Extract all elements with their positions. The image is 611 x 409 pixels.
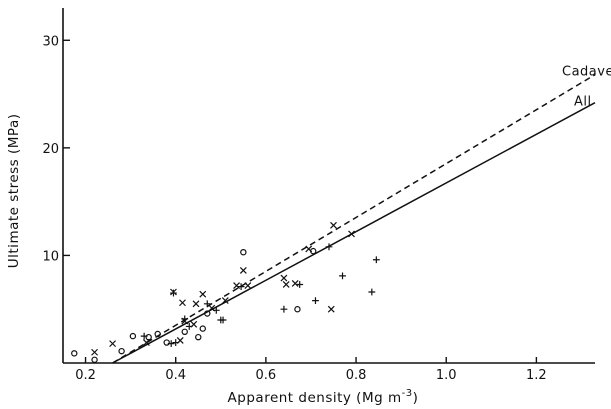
plus-data-point [203, 300, 211, 308]
x-tick-label: 0.4 [165, 368, 186, 383]
plus-data-point [325, 243, 333, 251]
plus-data-point [172, 339, 180, 346]
cross-data-point [244, 282, 252, 289]
x-tick-label: 0.8 [346, 368, 367, 383]
cross-data-point [233, 282, 241, 289]
circle-data-point [154, 330, 161, 338]
cross-data-point [327, 305, 335, 313]
plus-data-point [181, 315, 189, 323]
plus-data-point [212, 306, 220, 314]
line-labels: Cadaveric All [562, 65, 611, 110]
x-tick-label: 0.2 [75, 368, 96, 383]
circle-data-point [181, 328, 188, 336]
circle-data-point [204, 310, 211, 317]
cross-data-point [91, 348, 98, 356]
plus-data-point [140, 332, 148, 340]
x-tick-label: 1.0 [436, 368, 457, 383]
cross-data-point [348, 230, 355, 238]
plus-data-point [170, 289, 177, 297]
all-regression-line [112, 102, 596, 364]
circle-data-point [240, 248, 247, 256]
plus-data-point [312, 297, 319, 305]
cadaveric-regression-line [112, 74, 596, 364]
x-ticks: 0.2 0.4 0.6 0.8 1.0 1.2 [75, 357, 547, 383]
circle-data-point [145, 333, 152, 341]
data-markers [71, 221, 380, 363]
x-tick-label: 0.6 [256, 368, 277, 383]
circle-data-point [163, 339, 170, 346]
circle-data-point [195, 333, 202, 341]
x-tick-label: 1.2 [526, 368, 547, 383]
y-ticks: 10 20 30 [42, 34, 70, 264]
y-tick-label: 10 [42, 249, 59, 264]
cross-data-point [109, 340, 117, 348]
all-line-label: All [574, 95, 592, 110]
cross-data-point [179, 299, 186, 307]
cross-data-point [199, 290, 207, 298]
axes [62, 8, 595, 364]
cross-data-point [142, 339, 150, 346]
circle-data-point [199, 325, 206, 332]
cross-data-point [221, 297, 229, 305]
plus-data-point [372, 256, 380, 264]
cross-data-point [192, 300, 200, 308]
plus-data-point [185, 323, 193, 330]
circle-data-point [91, 356, 98, 363]
plus-data-point [368, 288, 376, 296]
plus-data-point [237, 283, 245, 291]
cross-data-point [291, 279, 299, 287]
cross-data-point [305, 245, 313, 253]
circle-data-point [71, 350, 78, 357]
y-tick-label: 30 [42, 34, 59, 49]
plus-data-point [167, 340, 175, 348]
cross-data-point [280, 274, 288, 282]
plus-data-point [296, 281, 304, 288]
cadaveric-line-label: Cadaveric [562, 65, 611, 80]
cross-data-point [330, 221, 337, 229]
y-axis-title: Ultimate stress (MPa) [6, 114, 22, 269]
x-axis-title: Apparent density (Mg m-3) [228, 388, 419, 406]
cross-data-point [282, 281, 290, 288]
plus-data-point [339, 272, 346, 280]
plus-data-point [280, 305, 288, 313]
plus-data-point [219, 316, 227, 324]
trend-lines [112, 74, 596, 364]
circle-data-point [118, 347, 125, 355]
circle-data-point [129, 332, 137, 340]
y-tick-label: 20 [42, 142, 59, 157]
circle-data-point [294, 306, 301, 313]
cross-data-point [239, 267, 247, 274]
